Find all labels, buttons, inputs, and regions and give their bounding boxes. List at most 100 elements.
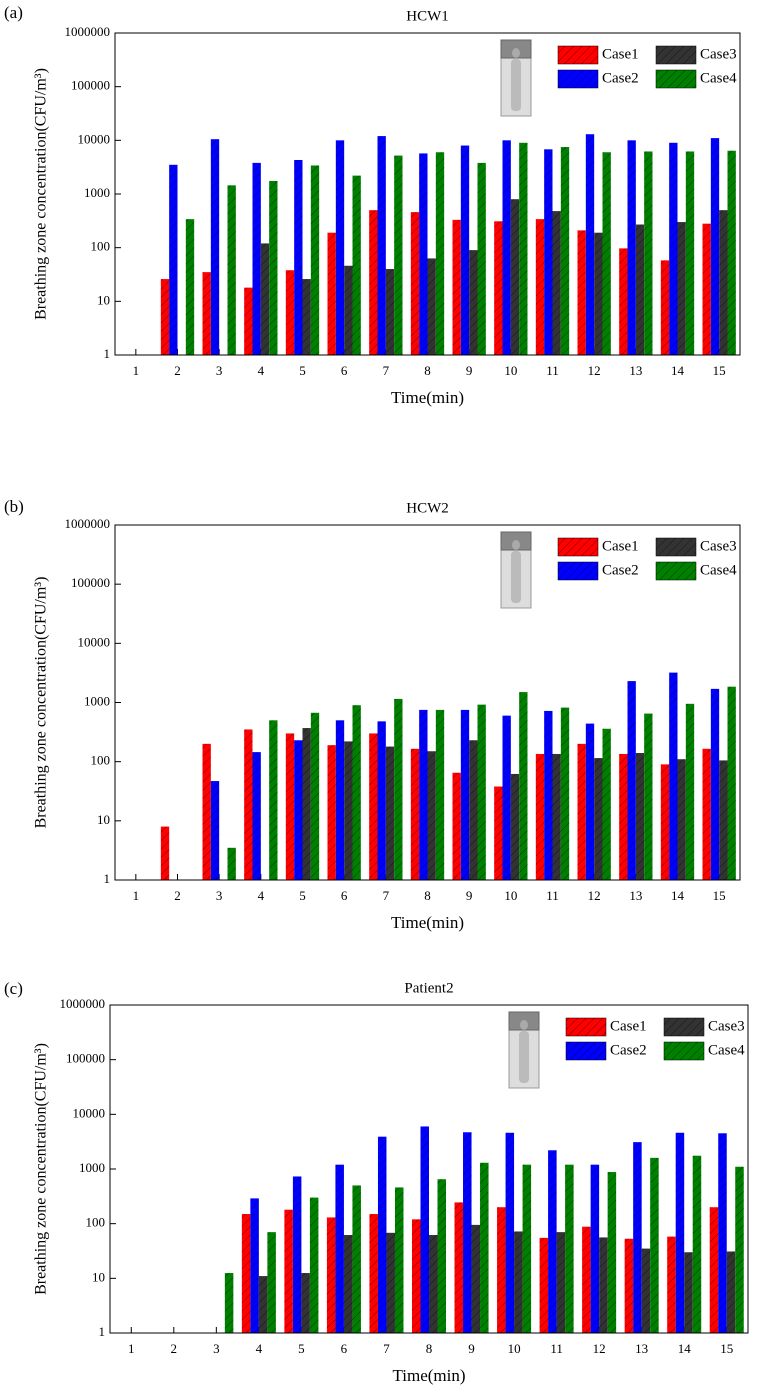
legend-swatch [565, 1017, 607, 1037]
bar [702, 223, 711, 355]
bar [227, 185, 236, 355]
bar [585, 723, 595, 880]
bar [726, 1251, 736, 1333]
bar [427, 751, 436, 880]
bar [471, 1224, 481, 1333]
bar [419, 709, 428, 880]
x-tick-label: 2 [174, 888, 181, 903]
x-tick-label: 7 [383, 363, 390, 378]
legend-swatch [655, 69, 697, 89]
y-tick-label: 10000 [78, 131, 111, 146]
bar [469, 740, 478, 880]
legend-label: Case2 [602, 562, 639, 578]
chart-title: Patient2 [404, 980, 453, 996]
x-tick-label: 4 [256, 1341, 263, 1356]
legend-swatch [663, 1041, 705, 1061]
bar [565, 1164, 574, 1333]
x-tick-label: 3 [216, 888, 223, 903]
x-tick-label: 8 [424, 363, 431, 378]
x-tick-label: 8 [424, 888, 431, 903]
bar [258, 1276, 268, 1333]
bar [185, 219, 195, 355]
x-tick-label: 15 [713, 363, 726, 378]
y-tick-label: 100 [91, 753, 111, 768]
legend-label: Case3 [708, 1018, 745, 1034]
x-tick-label: 10 [504, 363, 517, 378]
bar [502, 715, 511, 880]
x-tick-label: 12 [593, 1341, 606, 1356]
plot-frame [109, 1004, 749, 1334]
bar [510, 199, 520, 355]
y-tick-label: 100000 [71, 575, 110, 590]
bar [260, 243, 270, 355]
x-tick-label: 5 [298, 1341, 305, 1356]
bar [385, 746, 395, 880]
bar [302, 728, 311, 880]
bar [635, 224, 645, 355]
bar [535, 753, 545, 880]
legend-swatch [663, 1017, 705, 1037]
bar [284, 1209, 293, 1333]
x-tick-label: 1 [128, 1341, 135, 1356]
bar [463, 1132, 472, 1333]
bar [386, 1232, 395, 1333]
bar [160, 279, 170, 355]
x-tick-label: 6 [341, 1341, 348, 1356]
bar [427, 258, 436, 355]
bar [252, 162, 261, 355]
bar [285, 733, 295, 880]
bar [519, 692, 528, 880]
bar [369, 1214, 378, 1333]
bar [452, 772, 461, 880]
bar [675, 1132, 685, 1333]
x-tick-label: 12 [588, 363, 601, 378]
bar [327, 232, 336, 355]
bar [227, 847, 236, 880]
bar [202, 743, 211, 880]
bar [505, 1132, 515, 1333]
x-tick-label: 5 [299, 888, 306, 903]
bar [619, 248, 628, 355]
bar [594, 758, 603, 880]
x-tick-label: 6 [341, 363, 348, 378]
legend-swatch [557, 69, 599, 89]
bar [469, 250, 478, 355]
bar [454, 1202, 464, 1333]
bar [494, 786, 503, 880]
bar [497, 1207, 506, 1333]
bar [369, 733, 378, 880]
bar [326, 1217, 336, 1333]
bar [556, 1232, 566, 1333]
bar [309, 1197, 319, 1333]
bar [252, 752, 261, 880]
x-tick-label: 9 [468, 1341, 475, 1356]
bar [667, 1236, 676, 1333]
bar [160, 826, 170, 880]
y-tick-label: 1000 [84, 693, 110, 708]
bar [710, 688, 720, 880]
y-tick-label: 10 [97, 812, 110, 827]
legend-swatch [557, 537, 599, 557]
y-axis-label: Breathing zone concentration(CFU/m³) [33, 577, 50, 829]
bar [590, 1164, 600, 1333]
y-tick-label: 1 [104, 346, 111, 361]
x-axis-label: Time(min) [391, 388, 464, 407]
legend-label: Case4 [708, 1042, 745, 1058]
x-tick-label: 15 [720, 1341, 733, 1356]
y-tick-label: 100000 [66, 1051, 105, 1066]
y-tick-label: 1 [99, 1324, 106, 1339]
bar [685, 151, 695, 355]
bar [727, 150, 736, 355]
x-tick-label: 7 [383, 888, 390, 903]
bar [607, 1172, 617, 1333]
x-tick-label: 12 [588, 888, 601, 903]
x-tick-label: 11 [546, 888, 559, 903]
x-tick-label: 11 [550, 1341, 563, 1356]
bar [514, 1231, 523, 1333]
y-tick-label: 100 [86, 1215, 106, 1230]
bar [385, 269, 395, 355]
bar [285, 270, 295, 355]
y-tick-label: 100 [91, 239, 111, 254]
bar [677, 759, 686, 880]
legend-swatch [557, 45, 599, 65]
